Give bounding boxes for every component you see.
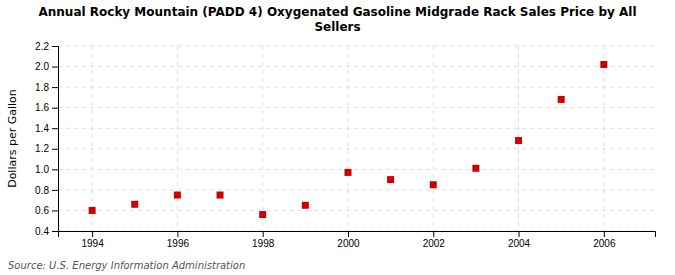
tick: 2.0 (35, 61, 58, 72)
tick-label: 1.8 (35, 82, 49, 93)
tick-mark (52, 108, 58, 109)
point (259, 211, 266, 218)
grid-line (58, 189, 655, 190)
point (558, 96, 565, 103)
tick-label: 1994 (81, 238, 104, 249)
tick-mark (52, 46, 58, 47)
tick-label: 0.8 (35, 185, 49, 196)
annotation: Source: U.S. Energy Information Administ… (8, 260, 245, 271)
tick-mark (519, 231, 520, 237)
point (217, 192, 224, 199)
grid-line (603, 46, 604, 231)
tick-label: 2002 (423, 238, 446, 249)
tick-mark (92, 231, 93, 237)
point (89, 207, 96, 214)
tick-mark (52, 231, 58, 232)
tick-label: 1.6 (35, 102, 49, 113)
point (344, 169, 351, 176)
tick-label: 2004 (508, 238, 531, 249)
tick: 1.6 (35, 102, 58, 113)
tick: 1.4 (35, 123, 58, 134)
tick-label: 1.0 (35, 164, 49, 175)
tick: 1996 (167, 231, 190, 249)
tick-mark (52, 128, 58, 129)
axis-line (59, 232, 656, 238)
point (430, 181, 437, 188)
point (131, 201, 138, 208)
grid-line (262, 46, 263, 231)
tick: 2000 (337, 231, 360, 249)
tick-mark (52, 67, 58, 68)
tick: 1994 (81, 231, 104, 249)
grid-line (347, 46, 348, 231)
tick-mark (348, 231, 349, 237)
tick-mark (604, 231, 605, 237)
tick: 1.0 (35, 164, 58, 175)
point (387, 176, 394, 183)
tick-label: 2000 (337, 238, 360, 249)
tick: 0.4 (35, 226, 58, 237)
grid-line (433, 46, 434, 231)
grid-line (58, 128, 655, 129)
tick-label: 1.2 (35, 143, 49, 154)
grid-line (92, 46, 93, 231)
point (600, 61, 607, 68)
grid-line (58, 169, 655, 170)
tick-label: 0.6 (35, 205, 49, 216)
y-axis-label: Dollars per Gallon (6, 89, 19, 188)
tick: 0.6 (35, 205, 58, 216)
grid-line (58, 66, 655, 67)
tick: 2.2 (35, 41, 58, 52)
grid-line (58, 107, 655, 108)
tick-label: 2006 (593, 238, 616, 249)
tick: 2006 (593, 231, 616, 249)
tick: 0.8 (35, 185, 58, 196)
tick: 1.8 (35, 82, 58, 93)
plot: 1994 1996 1998 2000 2002 2004 2006 0.4 0.6 0.8 1.0… (35, 41, 655, 249)
grid-line (58, 210, 655, 211)
tick-mark (52, 169, 58, 170)
tick: 1998 (252, 231, 275, 249)
tick-mark (263, 231, 264, 237)
tick-mark (433, 231, 434, 237)
grid-line (58, 148, 655, 149)
x-axis: 1994 1996 1998 2000 2002 2004 2006 (59, 231, 656, 249)
points (89, 61, 608, 218)
tick-mark (52, 190, 58, 191)
axis-line (52, 47, 59, 232)
chart: 1994 1996 1998 2000 2002 2004 2006 0.4 0.6 0.8 1.0… (0, 0, 675, 275)
grid (58, 46, 655, 231)
point (515, 137, 522, 144)
tick-mark (52, 87, 58, 88)
y-axis: 0.4 0.6 0.8 1.0 1.2 1.4 1.6 1.8 2.0 2.2 (35, 41, 58, 237)
grid-line (58, 87, 655, 88)
point (174, 192, 181, 199)
tick-label: 2.2 (35, 41, 49, 52)
title: Annual Rocky Mountain (PADD 4) Oxygenate… (38, 5, 636, 34)
tick-label: 1.4 (35, 123, 49, 134)
tick-mark (52, 210, 58, 211)
tick-mark (52, 149, 58, 150)
tick: 2002 (423, 231, 446, 249)
tick-mark (177, 231, 178, 237)
point (302, 202, 309, 209)
grid-line (177, 46, 178, 231)
point (472, 165, 479, 172)
tick-label: 1996 (167, 238, 190, 249)
grid-line (58, 46, 655, 47)
tick-label: 0.4 (35, 226, 49, 237)
tick-label: 1998 (252, 238, 275, 249)
tick: 1.2 (35, 143, 58, 154)
tick-label: 2.0 (35, 61, 49, 72)
tick: 2004 (508, 231, 531, 249)
